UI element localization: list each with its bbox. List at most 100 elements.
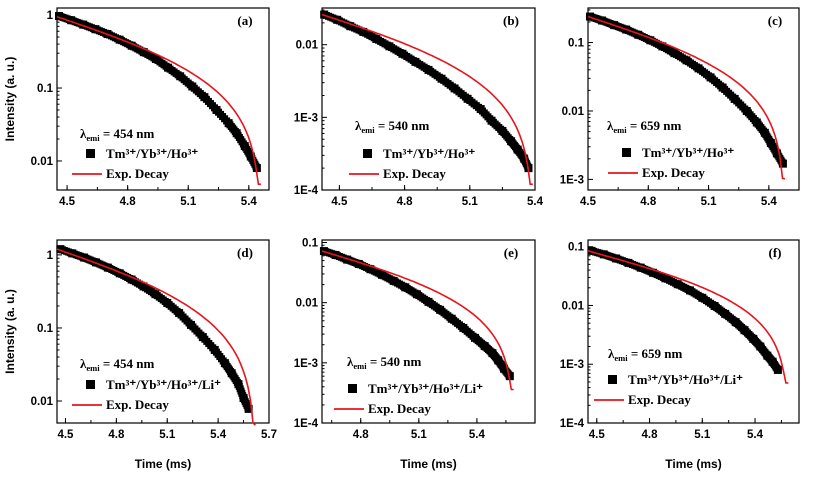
data-point — [244, 403, 252, 411]
x-tick-label: 5.1 — [180, 196, 197, 208]
y-tick-label: 0.1 — [37, 83, 54, 95]
panel-c: 4.5 4.8 5.1 5.4 1E-3 0.01 0.1 (c) λemi = 659 nm T… — [560, 7, 800, 208]
panel-letter: (b) — [503, 13, 519, 28]
x-tick-label: 4.8 — [640, 196, 657, 208]
wavelength-annotation: λemi = 659 nm — [607, 118, 681, 135]
x-tick-label: 4.8 — [353, 429, 370, 441]
legend-fit-label: Exp. Decay — [368, 401, 431, 416]
wavelength-annotation: λemi = 540 nm — [355, 118, 429, 135]
x-tick-label: 5.1 — [462, 196, 479, 208]
x-axis-title: Time (ms) — [135, 457, 191, 471]
x-tick-label: 5.4 — [210, 429, 227, 441]
y-tick-label: 0.01 — [31, 156, 54, 168]
legend-data-label: Tm³⁺/Yb³⁺/Ho³⁺ — [383, 146, 475, 161]
y-tick-label: 0.1 — [568, 38, 585, 50]
y-tick-label: 1E-3 — [560, 174, 584, 186]
panel-a: 4.5 4.8 5.1 5.4 0.01 0.1 1 (a) λemi = 454 nm Tm³⁺… — [3, 7, 270, 208]
legend-marker — [348, 384, 357, 393]
y-tick-label: 0.1 — [568, 242, 585, 254]
panel-d: 4.5 4.8 5.1 5.4 5.7 0.01 0.1 1 (d) λemi = 454 nm T… — [3, 239, 277, 471]
y-tick-label: 1E-3 — [294, 112, 318, 124]
wavelength-annotation: λemi = 454 nm — [80, 356, 154, 373]
legend: Tm³⁺/Yb³⁺/Ho³⁺ Exp. Decay — [349, 146, 475, 181]
fit-curve — [321, 250, 514, 391]
y-axis-title: Intensity (a. u.) — [3, 57, 17, 142]
legend-data-label: Tm³⁺/Yb³⁺/Ho³⁺ — [106, 146, 198, 161]
y-tick-label: 1E-4 — [294, 418, 319, 430]
data-point — [773, 365, 781, 373]
y-tick-label: 0.01 — [31, 396, 54, 408]
y-tick-label: 0.01 — [562, 106, 585, 118]
x-tick-label: 4.8 — [397, 196, 414, 208]
wavelength-annotation: λemi = 454 nm — [80, 126, 154, 143]
data-series — [586, 12, 787, 168]
x-tick-label: 5.4 — [747, 429, 764, 441]
panel-letter: (e) — [504, 245, 518, 260]
wavelength-annotation: λemi = 540 nm — [347, 354, 421, 371]
plot-frame — [587, 239, 800, 424]
y-tick-label: 1E-3 — [560, 359, 584, 371]
fit-curve — [587, 250, 789, 384]
x-tick-label: 4.8 — [120, 196, 137, 208]
x-tick-label: 5.4 — [527, 196, 544, 208]
legend-data-label: Tm³⁺/Yb³⁺/Ho³⁺/Li⁺ — [106, 377, 221, 392]
legend-marker — [86, 149, 95, 158]
data-point — [778, 158, 786, 166]
x-tick-label: 4.5 — [59, 196, 76, 208]
y-tick-label: 1E-3 — [294, 358, 318, 370]
legend: Tm³⁺/Yb³⁺/Ho³⁺ Exp. Decay — [72, 146, 198, 181]
legend-data-label: Tm³⁺/Yb³⁺/Ho³⁺/Li⁺ — [368, 381, 483, 396]
x-tick-label: 5.1 — [694, 429, 711, 441]
panel-f: 4.5 4.8 5.1 5.4 1E-4 1E-3 0.01 0.1 (f) λemi = 659… — [560, 239, 800, 471]
x-tick-label: 5.1 — [159, 429, 176, 441]
plot-frame — [56, 239, 270, 424]
x-tick-label: 5.4 — [469, 429, 486, 441]
legend-fit-label: Exp. Decay — [383, 166, 446, 181]
y-tick-label: 0.01 — [296, 298, 319, 310]
legend: Tm³⁺/Yb³⁺/Ho³⁺/Li⁺ Exp. Decay — [334, 381, 483, 416]
panel-letter: (a) — [237, 13, 252, 28]
y-tick-label: 1 — [47, 10, 54, 22]
x-tick-label: 4.5 — [580, 196, 597, 208]
x-tick-label: 5.1 — [701, 196, 718, 208]
panel-letter: (c) — [768, 13, 782, 28]
y-tick-label: 1 — [47, 250, 54, 262]
panel-b: 4.5 4.8 5.1 5.4 1E-4 1E-3 0.01 (b) λemi = 540 nm… — [294, 7, 544, 208]
data-series — [320, 10, 533, 173]
y-tick-label: 0.1 — [37, 323, 54, 335]
y-tick-label: 0.01 — [296, 40, 319, 52]
fit-curve — [56, 248, 256, 426]
legend-marker — [608, 375, 617, 384]
legend-fit-label: Exp. Decay — [642, 165, 705, 180]
panel-letter: (d) — [237, 245, 253, 260]
y-tick-label: 1E-4 — [294, 185, 319, 197]
legend: Tm³⁺/Yb³⁺/Ho³⁺/Li⁺ Exp. Decay — [72, 377, 221, 412]
x-tick-label: 5.4 — [761, 196, 778, 208]
x-axis-title: Time (ms) — [665, 457, 721, 471]
x-tick-label: 4.5 — [589, 429, 606, 441]
fit-curve — [56, 15, 261, 185]
panel-letter: (f) — [769, 245, 782, 260]
x-tick-label: 5.7 — [261, 429, 277, 441]
plot-frame — [321, 7, 536, 191]
legend-data-label: Tm³⁺/Yb³⁺/Ho³⁺/Li⁺ — [628, 372, 743, 387]
x-tick-label: 5.4 — [241, 196, 258, 208]
legend-fit-label: Exp. Decay — [106, 397, 169, 412]
fit-curve — [587, 15, 786, 180]
x-tick-label: 4.5 — [57, 429, 74, 441]
x-tick-label: 5.1 — [411, 429, 428, 441]
wavelength-annotation: λemi = 659 nm — [608, 346, 682, 363]
legend-marker — [363, 149, 372, 158]
plot-frame — [56, 7, 270, 191]
legend: Tm³⁺/Yb³⁺/Ho³⁺/Li⁺ Exp. Decay — [594, 372, 743, 407]
x-tick-label: 4.8 — [642, 429, 659, 441]
legend-data-label: Tm³⁺/Yb³⁺/Ho³⁺ — [642, 145, 734, 160]
legend-marker — [86, 380, 95, 389]
y-axis-title: Intensity (a. u.) — [3, 289, 17, 374]
plot-frame — [321, 239, 536, 424]
legend-fit-label: Exp. Decay — [106, 166, 169, 181]
x-tick-label: 4.8 — [108, 429, 125, 441]
legend-fit-label: Exp. Decay — [628, 392, 691, 407]
panel-e: 4.8 5.1 5.4 1E-4 1E-3 0.01 0.1 (e) λemi = 540 nm… — [294, 237, 536, 471]
